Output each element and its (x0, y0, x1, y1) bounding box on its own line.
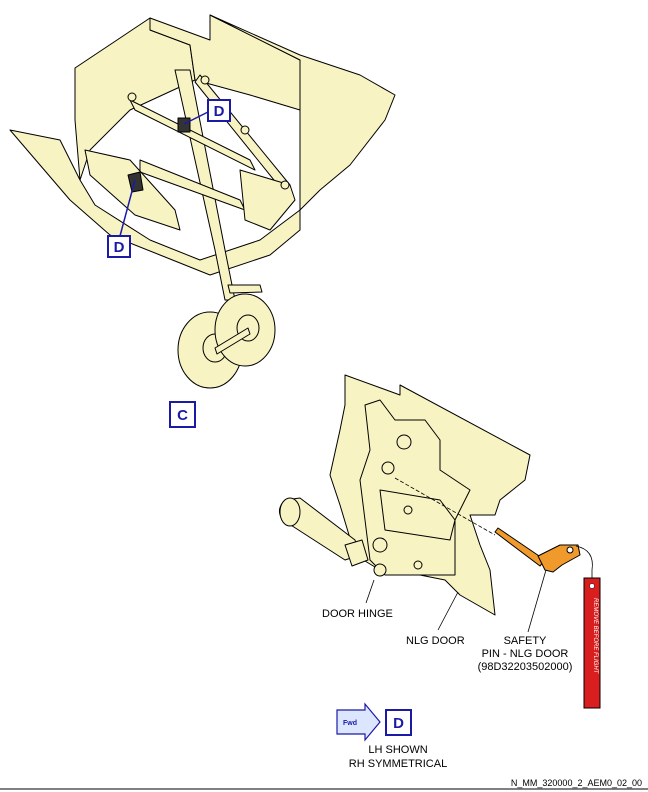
fwd-arrow-text: Fwd (343, 720, 357, 727)
fwd-arrow: Fwd (336, 702, 381, 742)
safety-pin-head (537, 544, 581, 573)
remove-before-flight-tag[interactable]: REMOVE BEFORE FLIGHT (583, 577, 601, 709)
hinge-bolt-4 (373, 563, 387, 577)
detail-ref-d-upper[interactable]: D (207, 99, 231, 122)
actuator-end (279, 497, 301, 527)
safety-pin-ring-hole (566, 546, 574, 554)
view-d-callout-text: D (393, 715, 404, 732)
safety-pin[interactable] (494, 527, 581, 573)
safety-pin-shaft (494, 527, 546, 567)
hinge-arm (379, 489, 456, 541)
hinge-mark-left (127, 171, 144, 193)
bolt-1 (200, 75, 210, 85)
detail-ref-d-upper-text: D (214, 103, 225, 120)
bay-right-wall (209, 14, 396, 211)
label-rh-symmetrical: RH SYMMETRICAL (349, 758, 447, 770)
label-door-hinge: DOOR HINGE (322, 608, 393, 620)
view-d-leaders (365, 569, 547, 633)
bolt-3 (280, 180, 290, 190)
view-c-callout-text: C (177, 407, 188, 424)
strut-drag (129, 99, 256, 171)
label-safety-pin-line3: (98D32203502000) (478, 661, 573, 673)
hinge-bolt-5 (413, 560, 423, 570)
view-d-callout: D (385, 709, 412, 736)
label-safety-pin-line2: PIN - NLG DOOR (482, 648, 569, 660)
leader-safety-pin (527, 569, 547, 633)
label-nlg-door: NLG DOOR (406, 635, 465, 647)
axle (214, 327, 251, 355)
leader-nlg-door (437, 591, 459, 631)
tag-lanyard (575, 545, 593, 580)
fwd-arrow-icon (336, 702, 381, 742)
bay-floor (9, 129, 301, 276)
leader-door-hinge (365, 579, 375, 604)
label-lh-shown: LH SHOWN (368, 744, 427, 756)
hinge-bolt-3 (372, 537, 388, 553)
view-c-callout: C (169, 401, 196, 428)
torque-link (227, 284, 263, 294)
detail-ref-d-lower-text: D (114, 239, 125, 256)
bolt-2 (240, 125, 250, 135)
leader-d-lower (119, 179, 136, 237)
view-c-nose-gear-bay (9, 14, 396, 389)
tag-text: REMOVE BEFORE FLIGHT (592, 598, 598, 675)
figure-reference: N_MM_320000_2_AEM0_02_00 (511, 778, 642, 788)
view-c-leaders (119, 111, 209, 237)
hinge-mark-right (177, 117, 191, 133)
hinge-bolt-2 (381, 461, 395, 475)
actuator-collar (344, 539, 369, 567)
detail-ref-d-lower[interactable]: D (107, 235, 131, 258)
pin-insertion-path (394, 477, 496, 536)
leader-d-upper (183, 111, 209, 125)
label-safety-pin-line1: SAFETY (504, 635, 547, 647)
bolt-4 (127, 92, 137, 102)
bay-rear-wall (149, 14, 301, 111)
view-d-door-hinge-detail (279, 374, 531, 616)
hinge-bolt-1 (396, 434, 412, 450)
hinge-bolt-6 (403, 505, 413, 515)
